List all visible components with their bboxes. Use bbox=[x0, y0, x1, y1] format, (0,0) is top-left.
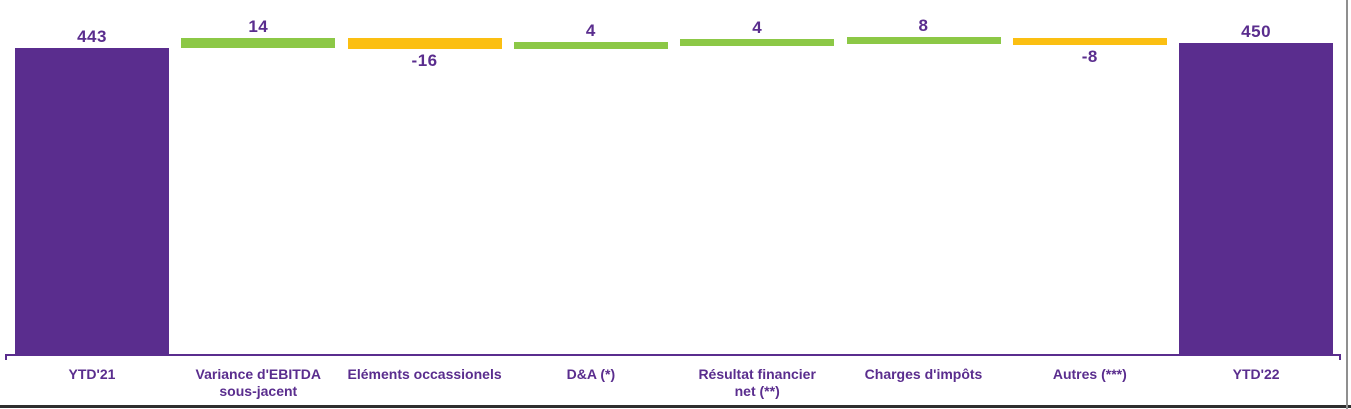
value-label-5: 4 bbox=[752, 18, 763, 38]
category-label-5: Résultat financier net (**) bbox=[698, 366, 816, 399]
category-label-2: Variance d'EBITDA sous-jacent bbox=[195, 366, 322, 399]
value-label-2: 14 bbox=[248, 17, 269, 37]
value-label-7: -8 bbox=[1081, 47, 1098, 67]
waterfall-bar-6 bbox=[846, 36, 1001, 44]
waterfall-bar-7 bbox=[1012, 38, 1167, 46]
value-label-3: -16 bbox=[411, 51, 438, 71]
category-label-3: Eléments occassionels bbox=[347, 366, 502, 382]
waterfall-bar-4 bbox=[513, 42, 668, 50]
waterfall-bar-3 bbox=[347, 38, 502, 50]
value-label-4: 4 bbox=[585, 21, 596, 41]
value-label-1: 443 bbox=[77, 26, 107, 46]
value-label-6: 8 bbox=[918, 15, 929, 35]
category-label-7: Autres (***) bbox=[1052, 366, 1127, 382]
waterfall-bar-5 bbox=[680, 39, 835, 47]
category-label-6: Charges d'impôts bbox=[864, 366, 983, 382]
category-label-1: YTD'21 bbox=[68, 366, 116, 382]
x-axis-right-tick bbox=[1339, 354, 1341, 360]
x-axis-line bbox=[5, 354, 1341, 356]
waterfall-bar-1 bbox=[15, 47, 169, 355]
waterfall-bar-2 bbox=[181, 38, 336, 48]
category-label-4: D&A (*) bbox=[566, 366, 616, 382]
x-axis-left-tick bbox=[5, 354, 7, 360]
value-label-8: 450 bbox=[1241, 21, 1272, 41]
right-border-line bbox=[1345, 0, 1348, 409]
category-label-8: YTD'22 bbox=[1232, 366, 1280, 382]
bottom-border-line bbox=[0, 405, 1351, 408]
waterfall-bar-8 bbox=[1179, 42, 1334, 355]
